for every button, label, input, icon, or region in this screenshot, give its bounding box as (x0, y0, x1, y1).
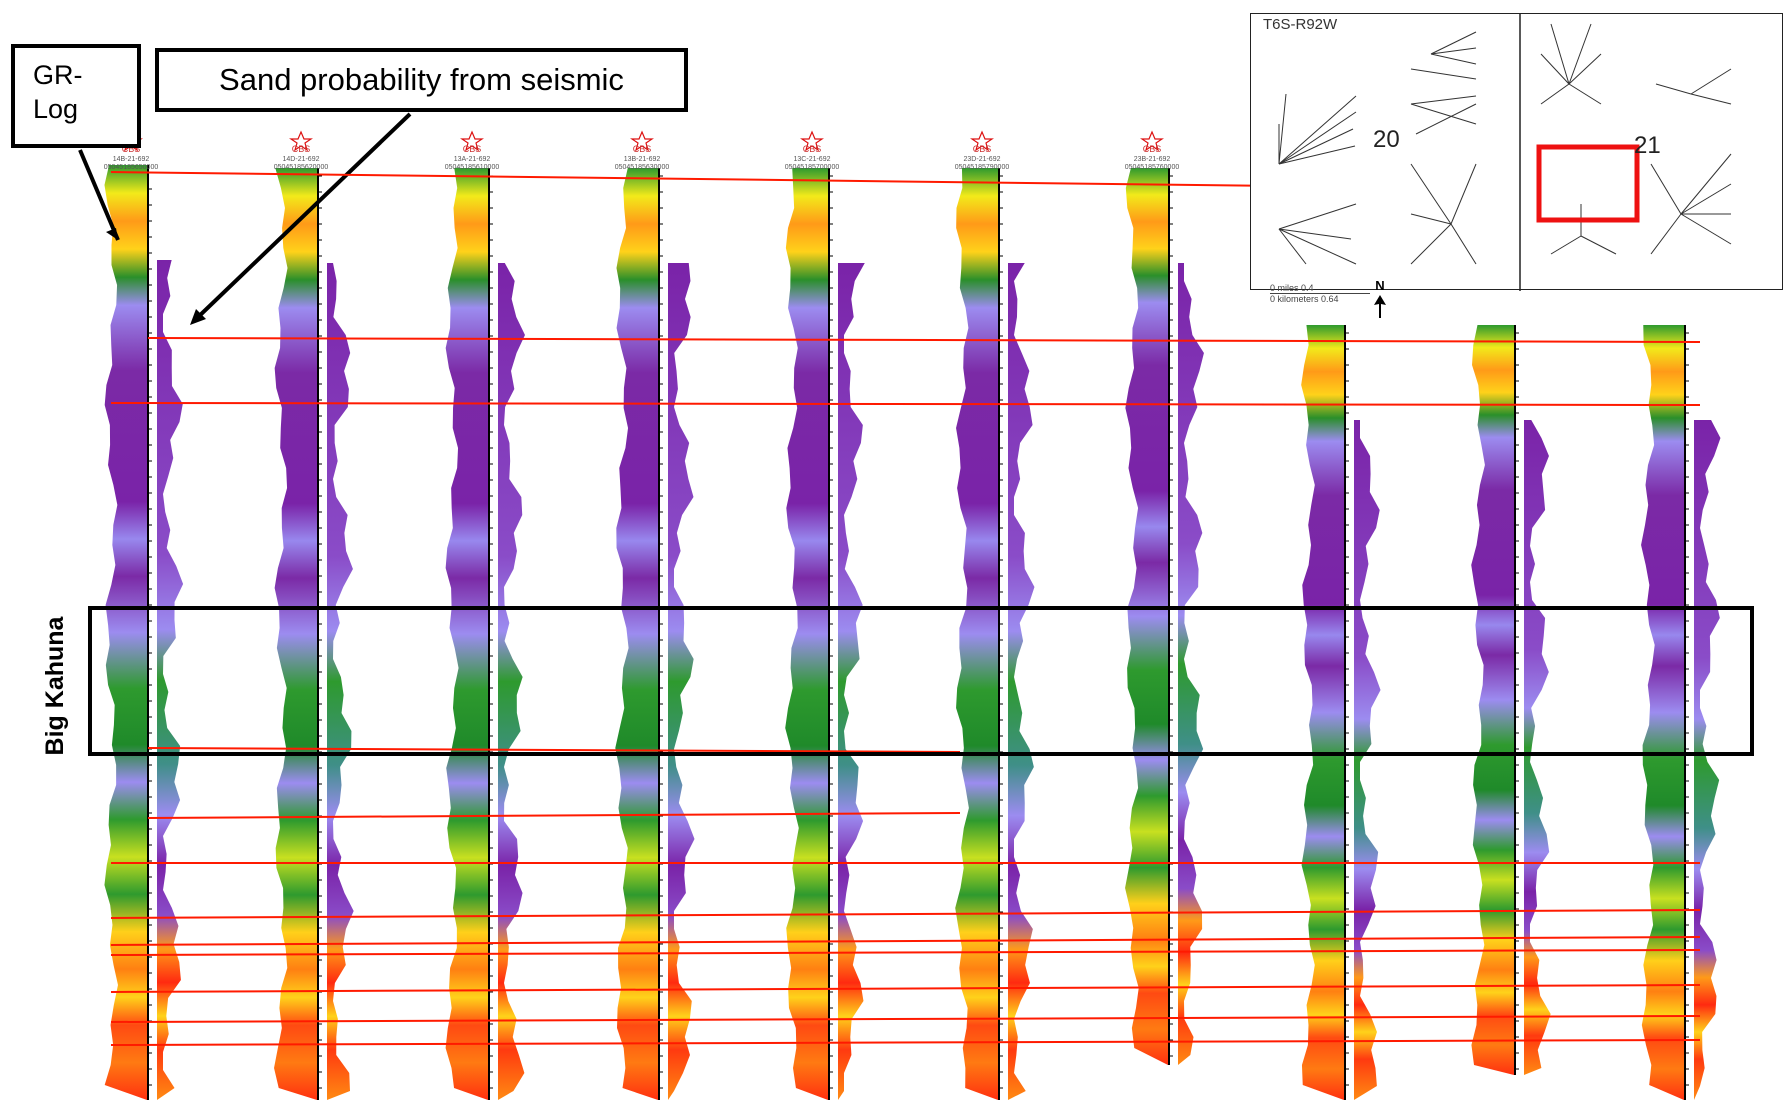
well-symbol: CBS (122, 144, 141, 154)
well-symbol-icon (1140, 130, 1164, 152)
inset-map: T6S-R92W 20 21 (1250, 13, 1783, 291)
correlation-line (110, 936, 1701, 946)
well-log-column (1125, 168, 1204, 1065)
well-log-column (785, 168, 865, 1100)
seismic-probability-track (1694, 420, 1721, 1100)
north-arrow-icon: N (1368, 278, 1392, 322)
well-api: 05045185610000 (445, 164, 500, 171)
well-name: 13C-21-692 (794, 156, 831, 163)
well-name: 13B-21-692 (624, 156, 661, 163)
seismic-probability-track (498, 263, 525, 1100)
well-name: 14B-21-692 (113, 156, 150, 163)
correlation-line (147, 747, 961, 753)
gr-log-track (274, 168, 317, 1100)
well-api: 05045185760000 (1125, 164, 1180, 171)
big-kahuna-label: Big Kahuna (41, 616, 69, 756)
well-api: 05045185630000 (615, 164, 670, 171)
well-symbol-icon (630, 130, 654, 152)
correlation-line (110, 949, 1701, 956)
well-symbol: CBS (803, 144, 822, 154)
scale-bar: 0 miles 0.4 0 kilometers 0.64 (1270, 283, 1370, 323)
scale-km: 0 kilometers 0.64 (1270, 294, 1339, 304)
well-api: 05045185790000 (955, 164, 1010, 171)
seismic-probability-track (327, 263, 354, 1100)
big-kahuna-zone-box (88, 606, 1754, 756)
correlation-line (110, 171, 1281, 187)
well-symbol-icon (970, 130, 994, 152)
scale-miles: 0 miles 0.4 (1270, 283, 1370, 294)
well-symbol-icon (460, 130, 484, 152)
correlation-line (147, 337, 1701, 343)
well-symbol: CBS (633, 144, 652, 154)
gr-log-track (445, 168, 488, 1100)
correlation-lines (110, 171, 1701, 1046)
sand-probability-arrow (193, 112, 412, 322)
seismic-probability-track (1524, 420, 1551, 1075)
correlation-line (110, 909, 1701, 919)
gr-log-track (1125, 168, 1168, 1065)
seismic-probability-track (668, 263, 695, 1100)
well-log-column (274, 168, 354, 1100)
study-area-highlight (1536, 144, 1640, 223)
well-api: 05045185700000 (785, 164, 840, 171)
seismic-probability-track (1354, 420, 1381, 1100)
well-symbol: CBS (1143, 144, 1162, 154)
correlation-line (147, 812, 961, 819)
gr-log-track (1471, 325, 1514, 1075)
gr-log-arrow (78, 149, 120, 241)
well-name: 14D-21-692 (283, 156, 320, 163)
well-name: 13A-21-692 (454, 156, 491, 163)
well-symbol: CBS (973, 144, 992, 154)
well-log-column (1301, 325, 1381, 1100)
inset-well-paths (1278, 14, 1732, 291)
well-symbol: CBS (463, 144, 482, 154)
well-name: 23D-21-692 (964, 156, 1001, 163)
well-symbol-icon (800, 130, 824, 152)
township-label: T6S-R92W (1263, 16, 1338, 33)
gr-log-text: GR- Log (33, 60, 83, 124)
well-symbol-icon (289, 130, 313, 152)
gr-log-label: GR- Log (11, 44, 141, 148)
correlation-line (110, 984, 1701, 993)
well-symbol: CBS (292, 144, 311, 154)
gr-log-track (1301, 325, 1344, 1100)
well-log-column (615, 168, 695, 1100)
sand-probability-label: Sand probability from seismic (155, 48, 688, 112)
correlation-line (110, 1015, 1701, 1023)
gr-log-track (615, 168, 658, 1100)
gr-log-track (955, 168, 998, 1100)
section-20-label: 20 (1373, 126, 1400, 153)
gr-log-track (1641, 325, 1684, 1100)
well-log-column (1471, 325, 1551, 1075)
well-log-column (104, 165, 184, 1100)
well-log-column (1641, 325, 1721, 1100)
seismic-probability-track (1008, 263, 1035, 1100)
sand-probability-text: Sand probability from seismic (219, 62, 624, 97)
well-log-column (445, 168, 525, 1100)
gr-log-track (104, 165, 147, 1100)
seismic-probability-track (157, 260, 184, 1100)
north-label: N (1375, 278, 1385, 293)
correlation-line (110, 402, 1701, 406)
gr-log-track (785, 168, 828, 1100)
correlation-line (110, 1039, 1701, 1046)
well-api: 05045185650000 (104, 164, 159, 171)
well-log-column (955, 168, 1035, 1100)
seismic-probability-track (1178, 263, 1204, 1065)
seismic-probability-track (838, 263, 865, 1100)
well-api: 05045185620000 (274, 164, 329, 171)
section-21-label: 21 (1634, 132, 1661, 159)
well-name: 23B-21-692 (1134, 156, 1171, 163)
